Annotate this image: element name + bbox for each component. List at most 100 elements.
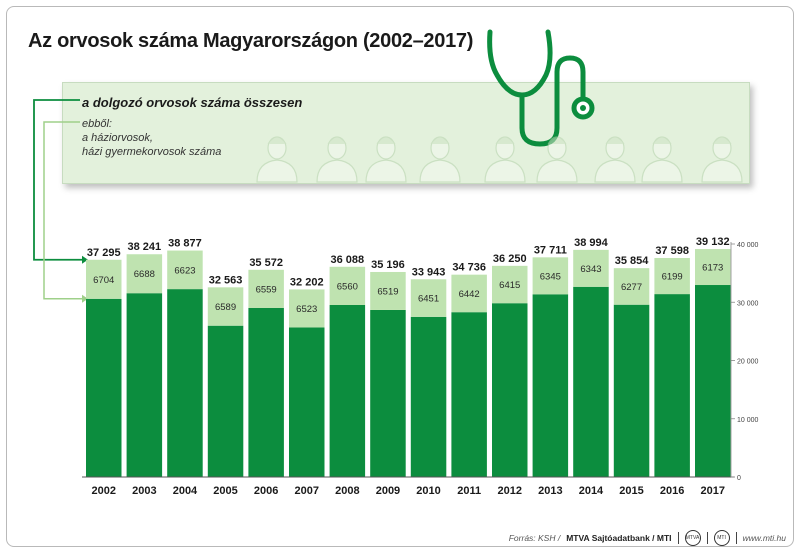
bar-gp-label: 6704 — [93, 275, 114, 286]
x-tick-label: 2004 — [173, 485, 198, 497]
bar-total-2008 — [329, 304, 366, 477]
bar-total-label: 38 994 — [574, 237, 609, 249]
connector-total-arrow — [82, 255, 88, 264]
bar-gp-label: 6560 — [337, 281, 358, 292]
x-tick-label: 2009 — [376, 485, 400, 497]
bar-total-2003 — [126, 293, 163, 477]
bar-gp-2009 — [370, 271, 406, 310]
bar-total-2007 — [289, 327, 325, 477]
bar-gp-2013 — [532, 257, 569, 295]
bar-gp-label: 6173 — [702, 263, 723, 274]
bar-total-label: 33 943 — [412, 266, 446, 278]
connector-total — [33, 99, 82, 261]
footer-separator — [706, 532, 708, 544]
y-tick-label: 30 000 — [737, 300, 759, 307]
bar-total-2010 — [410, 316, 447, 477]
source-prefix: Forrás: KSH / — [508, 533, 561, 543]
bar-gp-label: 6559 — [256, 284, 277, 295]
x-tick-label: 2002 — [92, 485, 116, 497]
bar-gp-label: 6277 — [621, 282, 642, 293]
doctor-icon — [256, 136, 298, 183]
website-link[interactable]: www.mti.hu — [742, 533, 786, 543]
bar-total-2002 — [86, 298, 122, 477]
bar-total-2012 — [492, 303, 528, 477]
x-tick-label: 2015 — [619, 485, 643, 497]
connector-gp — [43, 121, 82, 300]
x-tick-label: 2003 — [132, 485, 156, 497]
mti-logo-icon: MTI — [713, 530, 730, 546]
bar-total-label: 37 295 — [87, 247, 121, 259]
x-tick-label: 2011 — [457, 485, 481, 497]
bar-gp-label: 6688 — [134, 269, 155, 280]
bar-gp-label: 6589 — [215, 302, 236, 313]
bar-total-2017 — [695, 285, 731, 477]
bar-total-2016 — [654, 294, 690, 477]
x-tick-label: 2016 — [660, 485, 684, 497]
bar-total-label: 35 196 — [371, 259, 405, 271]
x-tick-label: 2005 — [213, 485, 237, 497]
bar-gp-label: 6623 — [174, 265, 195, 276]
bar-total-2015 — [613, 304, 650, 477]
bar-gp-label: 6519 — [377, 286, 398, 297]
footer-separator — [735, 532, 737, 544]
bar-gp-2010 — [410, 279, 447, 317]
bar-gp-2004 — [167, 250, 203, 290]
bar-gp-2015 — [613, 268, 650, 305]
connector-gp-arrow — [82, 294, 88, 303]
footer-separator — [677, 532, 679, 544]
bar-total-2009 — [370, 309, 406, 477]
y-tick-label: 20 000 — [737, 359, 759, 366]
bar-gp-label: 6199 — [662, 272, 683, 283]
chart-title: Az orvosok száma Magyarországon (2002–20… — [28, 30, 474, 52]
doctor-icon — [594, 136, 636, 183]
x-tick-label: 2010 — [416, 485, 440, 497]
doctor-icon — [365, 136, 407, 183]
doctor-icon — [419, 136, 461, 183]
bar-gp-2016 — [654, 257, 690, 295]
x-tick-label: 2006 — [254, 485, 278, 497]
bar-gp-label: 6451 — [418, 294, 439, 305]
bar-total-2013 — [532, 294, 569, 477]
bar-gp-2003 — [126, 254, 163, 294]
bar-total-2004 — [167, 289, 203, 477]
legend-sub-line-3: házi gyermekorvosok száma — [82, 146, 222, 158]
bar-total-2005 — [207, 325, 244, 477]
bar-gp-2011 — [451, 274, 487, 313]
bar-total-label: 36 250 — [493, 253, 527, 265]
bar-gp-2017 — [695, 249, 731, 286]
bar-total-label: 35 572 — [249, 257, 283, 269]
bar-total-label: 34 736 — [452, 262, 486, 274]
legend-sub-line-1: ebből: — [82, 118, 112, 130]
doctor-icon — [316, 136, 358, 183]
doctor-icon — [641, 136, 683, 183]
legend-total-label: a dolgozó orvosok száma összesen — [82, 95, 303, 110]
bar-total-label: 32 202 — [290, 276, 324, 288]
bar-gp-2005 — [207, 287, 244, 326]
bar-total-label: 35 854 — [615, 255, 650, 267]
bar-gp-label: 6523 — [296, 304, 317, 315]
y-tick-label: 10 000 — [737, 417, 759, 424]
y-tick-label: 40 000 — [737, 242, 759, 249]
bar-gp-2012 — [492, 265, 528, 304]
bar-gp-label: 6343 — [580, 264, 601, 275]
doctor-icon — [536, 136, 578, 183]
mtva-logo-icon: MTVA — [684, 530, 701, 546]
y-tick-label: 0 — [737, 475, 741, 482]
bar-total-label: 37 598 — [655, 245, 689, 257]
source-name: MTVA Sajtóadatbank / MTI — [566, 533, 672, 543]
x-tick-label: 2014 — [579, 485, 604, 497]
bar-total-label: 37 711 — [534, 244, 567, 256]
bar-total-2006 — [248, 307, 284, 477]
bar-gp-2014 — [573, 249, 609, 287]
bar-gp-2008 — [329, 266, 366, 305]
bar-gp-2002 — [86, 259, 122, 299]
legend-box — [62, 82, 750, 184]
bar-total-2011 — [451, 312, 487, 477]
bar-total-2014 — [573, 286, 609, 477]
stethoscope-icon — [487, 29, 595, 147]
x-tick-label: 2008 — [335, 485, 359, 497]
bar-gp-label: 6415 — [499, 280, 520, 291]
legend-sub-line-2: a háziorvosok, — [82, 132, 153, 144]
bar-total-label: 38 241 — [128, 241, 162, 253]
